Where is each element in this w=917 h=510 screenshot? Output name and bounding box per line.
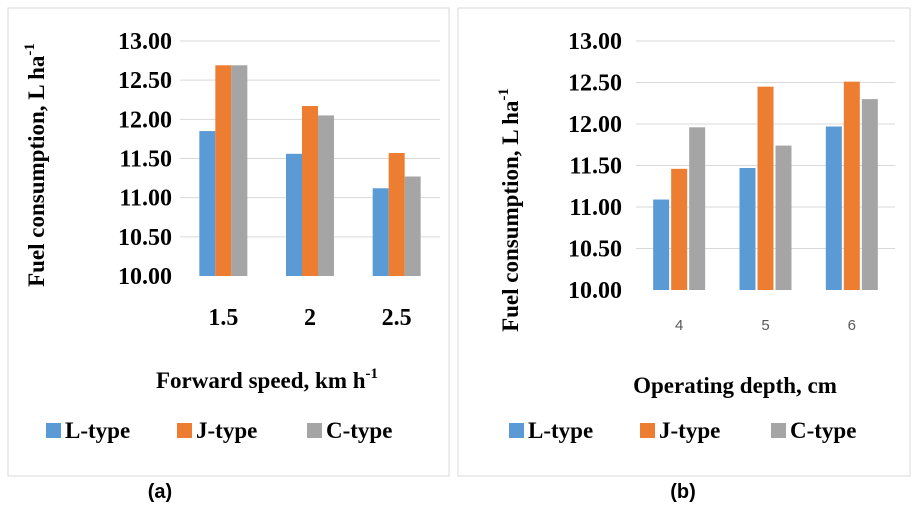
bar-j-type-2.5 [388,153,405,276]
x-tick-label: 5 [761,317,769,334]
bar-c-type-6 [861,99,878,290]
panel-b: 10.00 10.50 11.00 11.50 12.00 12.50 13.00 4 5 6 Op… [457,7,911,503]
legend-label-j-type: J-type [659,418,720,443]
legend-swatch-j-type [177,423,192,438]
bar-j-type-6 [843,81,860,290]
x-tick-label: 2.5 [382,305,412,331]
bar-l-type-2 [286,153,302,276]
legend-label-l-type: L-type [65,418,130,443]
legend-label-c-type: C-type [326,418,392,443]
legend-label-j-type: J-type [196,418,257,443]
bar-j-type-4 [671,168,688,290]
bar-c-type-5 [775,145,792,290]
legend-label-c-type: C-type [790,418,856,443]
x-tick-label: 2 [304,305,316,331]
y-axis-title: Fuel consumption, L ha-1 [22,43,49,287]
y-tick-label: 11.00 [119,186,172,212]
y-tick-label: 10.50 [118,225,172,251]
bar-c-type-2 [318,115,334,277]
x-tick-label: 4 [675,317,683,334]
y-tick-label: 13.00 [118,29,172,55]
legend-swatch-j-type [640,423,655,438]
y-tick-label: 10.00 [118,264,172,290]
y-tick-label: 11.50 [119,147,172,173]
bar-c-type-4 [689,127,706,290]
y-axis-title: Fuel consumption, L ha-1 [496,88,523,332]
bar-c-type-1.5 [231,65,248,277]
bar-l-type-1.5 [199,131,216,276]
panel-caption: (b) [670,481,696,503]
y-tick-label: 10.00 [568,278,622,304]
bar-j-type-5 [757,86,774,291]
x-tick-label: 6 [848,317,856,334]
y-tick-label: 11.00 [569,195,622,221]
legend-swatch-c-type [771,423,786,438]
bar-j-type-1.5 [215,65,232,277]
y-tick-label: 13.00 [568,29,622,55]
y-tick-label: 12.50 [568,71,622,97]
bar-l-type-6 [825,126,842,291]
bar-l-type-2.5 [372,188,389,276]
legend-swatch-c-type [307,423,322,438]
x-axis-title: Forward speed, km h-1 [156,366,378,393]
x-tick-label: 1.5 [208,305,238,331]
panel-a: 10.00 10.50 11.00 11.50 12.00 12.50 13.00 1.5 2 2… [7,7,450,503]
legend-label-l-type: L-type [528,418,593,443]
y-tick-label: 12.00 [568,112,622,138]
y-tick-label: 11.50 [569,154,622,180]
bar-c-type-2.5 [404,176,421,276]
legend-swatch-l-type [509,423,524,438]
bar-l-type-5 [739,167,756,290]
y-tick-label: 10.50 [568,237,622,263]
panel-caption: (a) [148,481,172,503]
bar-j-type-2 [302,106,318,277]
bar-l-type-4 [653,199,670,290]
legend-swatch-l-type [46,423,61,438]
y-tick-label: 12.00 [118,107,172,133]
x-axis-title: Operating depth, cm [633,373,837,398]
y-tick-label: 12.50 [118,68,172,94]
